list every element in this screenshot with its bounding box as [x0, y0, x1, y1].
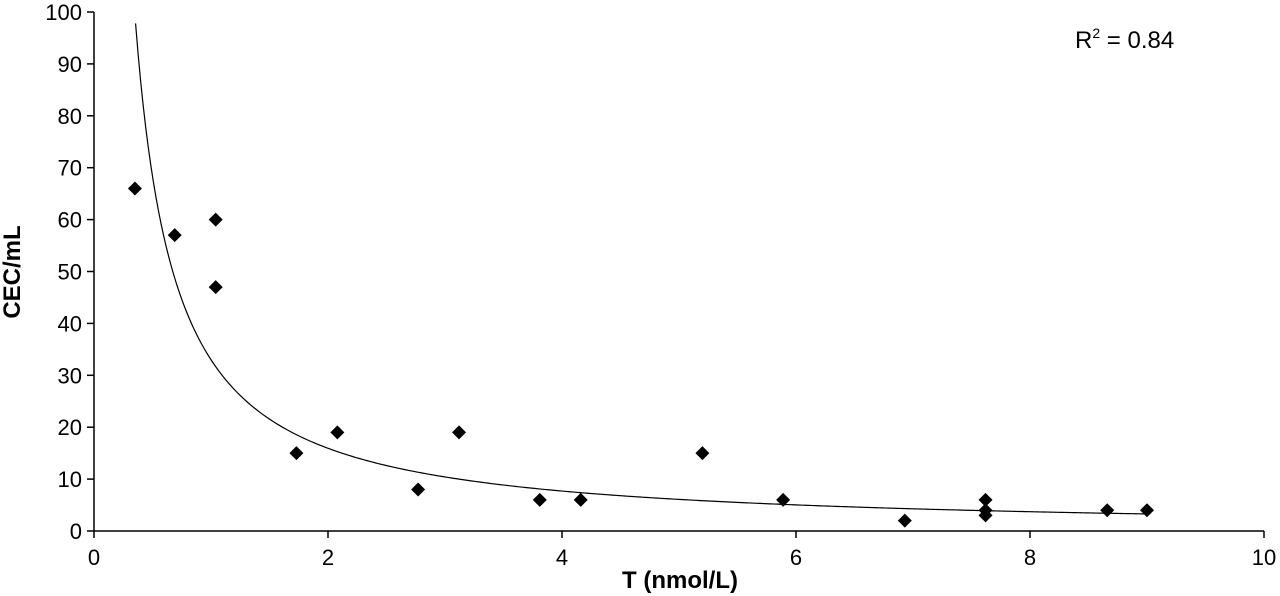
- data-point: [573, 492, 588, 507]
- data-points: [127, 181, 1154, 528]
- data-point: [208, 212, 223, 227]
- x-axis-title: T (nmol/L): [622, 567, 738, 594]
- axes: 0 10 20 30 40 50 60 70 80 90 100 0 2 4 6 8 10: [45, 0, 1276, 570]
- r-squared-value: = 0.84: [1100, 27, 1174, 54]
- y-tick-label: 70: [58, 156, 82, 181]
- data-point: [167, 228, 182, 243]
- trendline: [134, 23, 1148, 515]
- data-point: [776, 492, 791, 507]
- r-squared-superscript: 2: [1092, 25, 1100, 41]
- y-tick-label: 20: [58, 415, 82, 440]
- data-point: [208, 280, 223, 295]
- x-tick-label: 2: [322, 545, 334, 570]
- data-point: [452, 425, 467, 440]
- r-squared-base: R: [1075, 27, 1092, 54]
- data-point: [1100, 503, 1115, 518]
- data-point: [532, 492, 547, 507]
- data-point: [695, 446, 710, 461]
- y-tick-label: 10: [58, 467, 82, 492]
- x-tick-label: 10: [1252, 545, 1276, 570]
- data-point: [411, 482, 426, 497]
- y-tick-label: 40: [58, 311, 82, 336]
- x-tick-label: 4: [556, 545, 568, 570]
- data-point: [1140, 503, 1154, 518]
- y-tick-label: 50: [58, 260, 82, 285]
- y-tick-label: 60: [58, 208, 82, 233]
- x-tick-label: 8: [1024, 545, 1036, 570]
- y-ticks: 0 10 20 30 40 50 60 70 80 90 100: [45, 0, 94, 544]
- data-point: [978, 492, 993, 507]
- r-squared-annotation: R2 = 0.84: [1075, 25, 1174, 54]
- x-tick-label: 0: [88, 545, 100, 570]
- x-ticks: 0 2 4 6 8 10: [88, 531, 1276, 570]
- y-tick-label: 90: [58, 52, 82, 77]
- y-tick-label: 30: [58, 363, 82, 388]
- y-tick-label: 80: [58, 104, 82, 129]
- y-axis-title: CEC/mL: [0, 225, 26, 318]
- data-point: [127, 181, 142, 196]
- data-point: [330, 425, 345, 440]
- data-point: [897, 513, 912, 528]
- y-tick-label: 0: [70, 519, 82, 544]
- data-point: [289, 446, 304, 461]
- data-point: [978, 508, 993, 523]
- y-tick-label: 100: [45, 0, 82, 25]
- x-tick-label: 6: [790, 545, 802, 570]
